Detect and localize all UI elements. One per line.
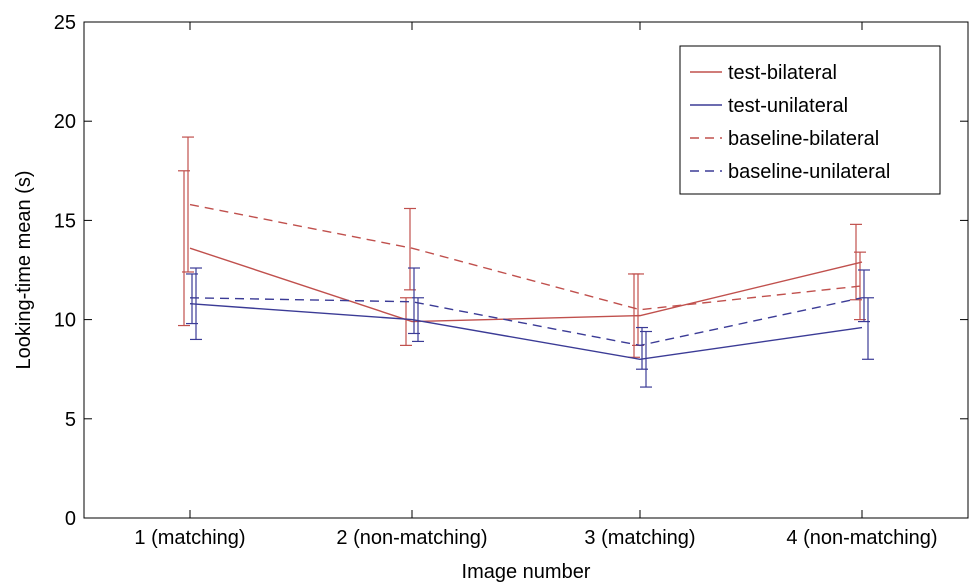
- x-tick-label: 4 (non-matching): [786, 527, 937, 549]
- error-bar-baseline-unilateral: [858, 269, 870, 323]
- y-tick-label: 20: [54, 111, 76, 133]
- error-bar-test-unilateral: [190, 267, 202, 341]
- y-tick-label: 10: [54, 310, 76, 332]
- x-tick-label: 1 (matching): [134, 527, 245, 549]
- series-line-test-unilateral: [189, 303, 863, 360]
- series-line-baseline-bilateral: [189, 203, 863, 311]
- x-tick-label: 3 (matching): [584, 527, 695, 549]
- legend-label-test-bilateral: test-bilateral: [728, 62, 837, 84]
- x-axis-title: Image number: [462, 561, 591, 583]
- error-bar-baseline-unilateral: [186, 273, 198, 325]
- legend-box: [679, 45, 941, 195]
- x-tick-label: 2 (non-matching): [336, 527, 487, 549]
- y-tick-label: 15: [54, 210, 76, 232]
- legend-label-baseline-bilateral: baseline-bilateral: [728, 128, 879, 150]
- y-tick-label: 5: [65, 409, 76, 431]
- series-group: [178, 136, 874, 388]
- y-tick-label: 0: [65, 508, 76, 530]
- series-line-test-bilateral: [189, 247, 863, 323]
- error-bar-test-bilateral: [400, 297, 412, 346]
- error-bar-baseline-unilateral: [636, 326, 648, 370]
- y-axis-title: Looking-time mean (s): [13, 171, 35, 370]
- legend-label-baseline-unilateral: baseline-unilateral: [728, 161, 890, 183]
- axis-ticks: 0 5 10 15 20 25 1 (matching) 2 (non-matching) 3 …: [54, 12, 968, 549]
- legend: test-bilateral test-unilateral baseline-bi…: [679, 45, 941, 195]
- series-line-baseline-unilateral: [189, 297, 863, 347]
- error-bar-baseline-unilateral: [408, 267, 420, 335]
- legend-label-test-unilateral: test-unilateral: [728, 95, 848, 117]
- y-tick-label: 25: [54, 12, 76, 34]
- error-bar-baseline-bilateral: [182, 136, 194, 273]
